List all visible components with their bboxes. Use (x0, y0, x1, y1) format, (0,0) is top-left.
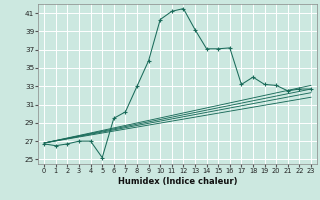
X-axis label: Humidex (Indice chaleur): Humidex (Indice chaleur) (118, 177, 237, 186)
